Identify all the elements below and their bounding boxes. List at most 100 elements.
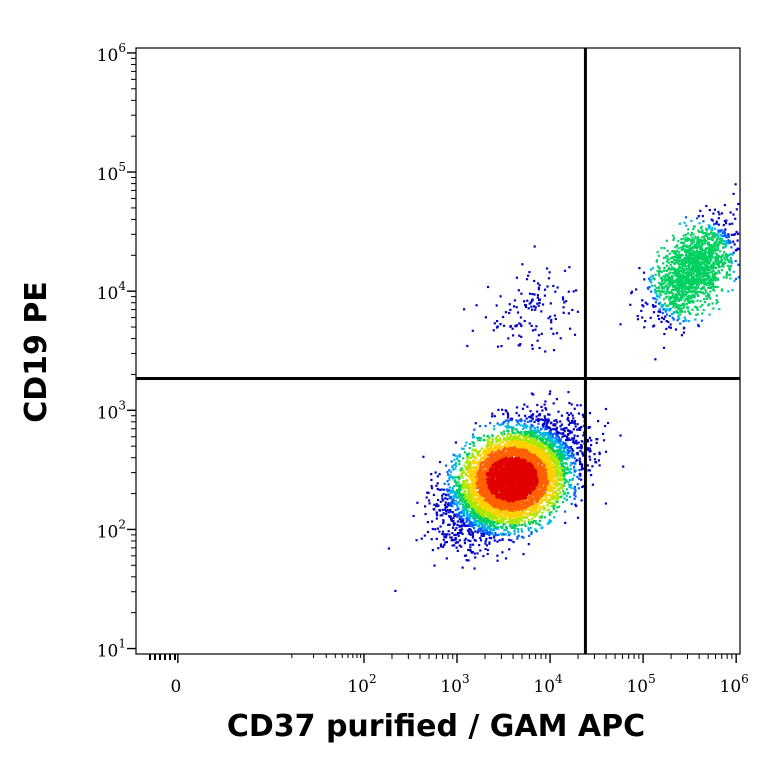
- event-point: [527, 471, 530, 474]
- event-point: [520, 485, 523, 489]
- event-point: [433, 564, 436, 567]
- event-point: [515, 475, 518, 478]
- event-point: [548, 498, 552, 501]
- event-point: [544, 400, 547, 403]
- event-point: [492, 470, 495, 473]
- event-point: [524, 414, 527, 417]
- event-point: [568, 401, 571, 405]
- event-point: [570, 448, 573, 451]
- event-point: [415, 539, 418, 542]
- event-point: [458, 483, 461, 487]
- event-point: [466, 529, 469, 532]
- event-point: [441, 530, 445, 533]
- event-point: [545, 408, 548, 411]
- event-point: [563, 457, 566, 460]
- event-point: [486, 447, 489, 450]
- event-point: [454, 533, 457, 536]
- event-point: [452, 539, 455, 542]
- event-point: [476, 517, 479, 520]
- event-point: [529, 509, 533, 513]
- event-point: [486, 435, 489, 438]
- event-point: [475, 469, 478, 472]
- event-point: [502, 518, 505, 522]
- event-point: [498, 539, 501, 542]
- event-point: [511, 426, 514, 429]
- event-point: [483, 448, 486, 451]
- event-point: [520, 460, 524, 463]
- event-point: [576, 428, 579, 431]
- event-point: [488, 536, 491, 539]
- event-point: [513, 437, 516, 440]
- event-point: [550, 452, 553, 455]
- event-point: [566, 456, 569, 459]
- event-point: [508, 461, 511, 464]
- event-point: [548, 392, 551, 396]
- event-point: [469, 546, 472, 549]
- event-point: [451, 486, 454, 490]
- event-point: [529, 449, 532, 452]
- event-point: [553, 452, 556, 456]
- event-point: [567, 481, 570, 484]
- event-point: [549, 434, 552, 437]
- event-point: [499, 467, 502, 470]
- event-point: [445, 464, 448, 467]
- event-point: [526, 513, 529, 516]
- event-point: [550, 475, 553, 479]
- event-point: [489, 422, 492, 425]
- event-point: [522, 516, 526, 519]
- event-point: [499, 454, 502, 457]
- event-point: [479, 521, 482, 524]
- event-point: [444, 501, 447, 504]
- event-point: [496, 422, 499, 425]
- event-point: [558, 471, 561, 474]
- event-point: [485, 532, 488, 535]
- event-point: [496, 482, 500, 485]
- event-point: [465, 559, 468, 562]
- event-point: [591, 465, 594, 468]
- event-point: [483, 453, 486, 456]
- event-point: [494, 531, 497, 535]
- event-point: [506, 422, 509, 425]
- event-point: [467, 506, 470, 509]
- event-point: [582, 454, 585, 457]
- event-point: [555, 445, 558, 448]
- event-point: [552, 470, 555, 473]
- event-point: [512, 431, 515, 434]
- event-point: [573, 487, 576, 491]
- event-point: [535, 465, 538, 468]
- event-point: [580, 447, 583, 450]
- event-point: [561, 501, 564, 504]
- event-point: [530, 438, 533, 441]
- event-point: [435, 514, 439, 517]
- event-point: [480, 483, 483, 486]
- event-point: [517, 530, 520, 533]
- event-point: [518, 504, 522, 508]
- event-point: [473, 476, 476, 479]
- event-point: [547, 480, 550, 484]
- event-point: [508, 548, 511, 551]
- event-point: [465, 441, 468, 444]
- event-point: [435, 505, 438, 508]
- event-point: [560, 470, 563, 473]
- event-point: [545, 419, 548, 422]
- event-point: [457, 495, 460, 498]
- event-point: [485, 481, 488, 484]
- event-point: [461, 447, 464, 450]
- event-point: [474, 503, 477, 506]
- event-point: [501, 422, 504, 425]
- event-point: [567, 423, 570, 426]
- event-point: [506, 429, 509, 432]
- event-point: [507, 516, 510, 519]
- event-point: [466, 483, 470, 487]
- event-point: [567, 433, 570, 436]
- event-point: [460, 521, 463, 524]
- event-point: [447, 511, 450, 514]
- event-point: [473, 428, 476, 431]
- event-point: [565, 435, 568, 438]
- event-point: [586, 440, 589, 443]
- event-point: [580, 425, 583, 428]
- event-point: [535, 415, 538, 418]
- event-point: [572, 428, 575, 431]
- event-point: [622, 465, 625, 468]
- event-point: [565, 472, 568, 475]
